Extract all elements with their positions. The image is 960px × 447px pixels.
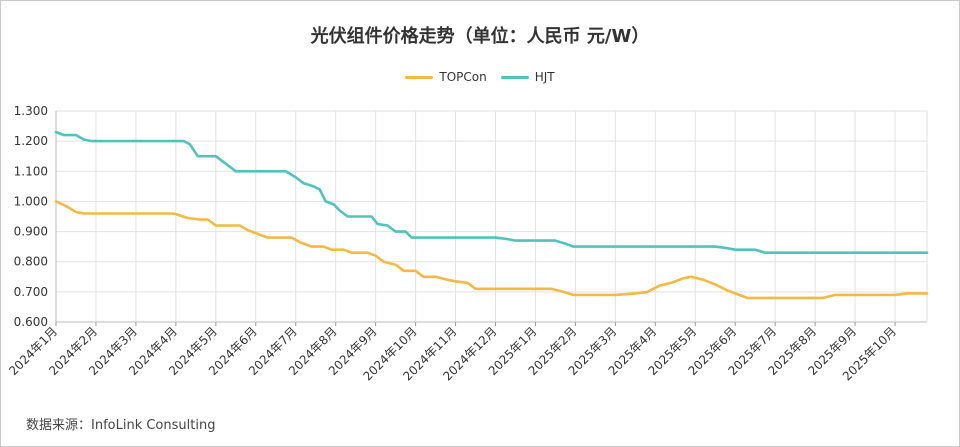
legend-label-hjt: HJT (534, 70, 555, 84)
data-source: 数据来源：InfoLink Consulting (26, 418, 216, 433)
chart-legend: TOPCon HJT (0, 70, 960, 84)
y-tick-label: 1.300 (14, 104, 48, 118)
legend-swatch-topcon (405, 75, 434, 79)
y-tick-label: 0.600 (14, 315, 48, 329)
y-tick-label: 0.800 (14, 255, 48, 269)
chart-title: 光伏组件价格走势（单位：人民币 元/W） (310, 26, 650, 47)
y-tick-label: 0.700 (14, 285, 48, 299)
y-tick-label: 1.100 (14, 164, 48, 178)
legend-item-hjt[interactable]: HJT (500, 70, 555, 84)
y-tick-label: 0.900 (14, 225, 48, 239)
y-tick-label: 1.200 (14, 134, 48, 148)
legend-swatch-hjt (500, 75, 529, 79)
y-tick-label: 1.000 (14, 194, 48, 208)
series-line-topcon (54, 200, 929, 300)
series-line-hjt (54, 130, 929, 254)
legend-label-topcon: TOPCon (439, 70, 487, 84)
legend-item-topcon[interactable]: TOPCon (405, 70, 487, 84)
